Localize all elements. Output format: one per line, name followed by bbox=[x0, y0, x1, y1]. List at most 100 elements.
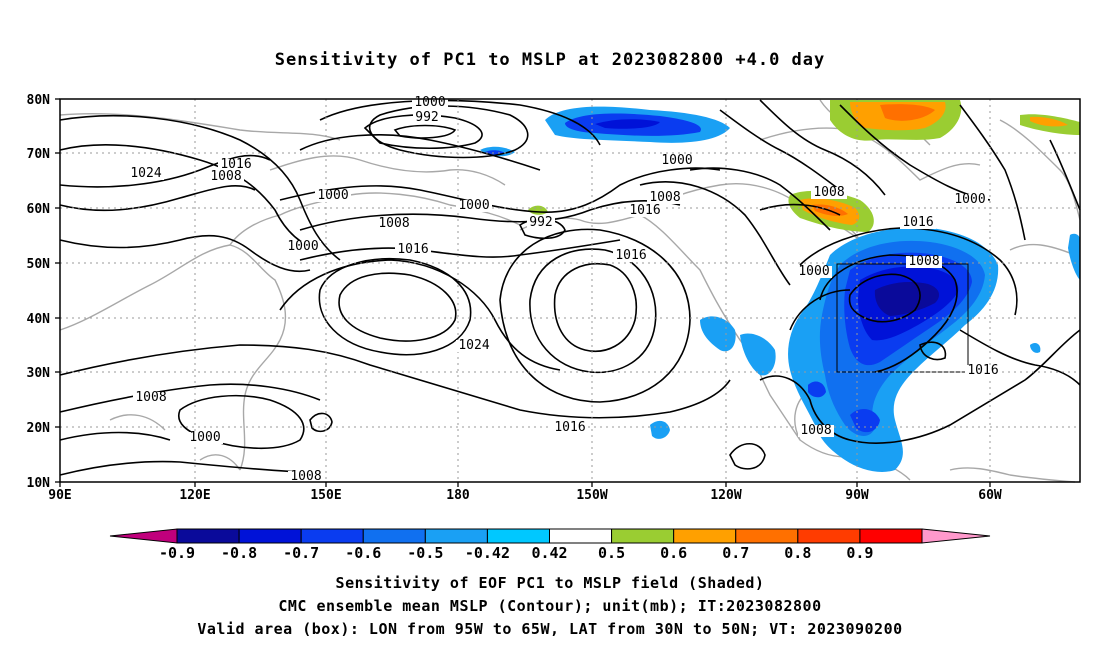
contour-label: 1000 bbox=[458, 198, 489, 213]
contour-label: 1016 bbox=[902, 215, 933, 230]
lat-label: 30N bbox=[27, 366, 51, 381]
contour-label: 1000 bbox=[954, 192, 985, 207]
colorbar-cell bbox=[176, 528, 240, 544]
colorbar-upper-extension bbox=[921, 528, 991, 544]
colorbar-lower-extension bbox=[109, 528, 178, 544]
contour-label: 1008 bbox=[290, 469, 321, 484]
contour-label-background bbox=[128, 168, 164, 180]
colorbar bbox=[109, 528, 991, 544]
contour-label: 1000 bbox=[189, 430, 220, 445]
sensitivity-shading bbox=[480, 100, 1080, 472]
contour-label-background bbox=[133, 392, 169, 404]
grid-lines bbox=[60, 99, 1080, 482]
contour-label-background bbox=[527, 217, 555, 229]
colorbar-label: 0.7 bbox=[722, 544, 749, 562]
colorbar-cell bbox=[611, 528, 675, 544]
contour-labels: 1000992102410161008100010001008100099210… bbox=[128, 95, 1001, 484]
contour-label-background bbox=[627, 205, 663, 217]
colorbar-label: 0.8 bbox=[784, 544, 811, 562]
colorbar-label: 0.6 bbox=[660, 544, 687, 562]
colorbar-label: -0.9 bbox=[159, 544, 195, 562]
colorbar-label: -0.8 bbox=[221, 544, 257, 562]
lat-label: 60N bbox=[27, 202, 51, 217]
contour-label: 1008 bbox=[813, 185, 844, 200]
contour-label-background bbox=[900, 217, 936, 229]
contour-label: 1008 bbox=[378, 216, 409, 231]
colorbar-cell bbox=[549, 528, 613, 544]
lat-label: 40N bbox=[27, 312, 51, 327]
contour-label: 1000 bbox=[798, 264, 829, 279]
colorbar-labels: -0.9 -0.8 -0.7 -0.6 -0.5 -0.42 0.42 0.5 0.6 0.7 0.… bbox=[159, 544, 874, 562]
contour-label-background bbox=[395, 244, 431, 256]
contour-label-background bbox=[315, 190, 351, 202]
lat-label: 50N bbox=[27, 257, 51, 272]
lat-label: 70N bbox=[27, 147, 51, 162]
longitude-labels: 90E 120E 150E 180 150W 120W 90W 60W bbox=[48, 488, 1002, 503]
map-frame bbox=[59, 98, 1081, 483]
colorbar-label: -0.42 bbox=[465, 544, 510, 562]
contour-label: 1016 bbox=[397, 242, 428, 257]
lon-label: 150E bbox=[310, 488, 341, 503]
contour-label: 1024 bbox=[130, 166, 161, 181]
lat-label: 10N bbox=[27, 476, 51, 491]
contour-label-background bbox=[798, 425, 834, 437]
contour-label-background bbox=[811, 187, 847, 199]
contour-label: 1008 bbox=[908, 254, 939, 269]
contour-label-background bbox=[906, 256, 942, 268]
contour-label-background bbox=[285, 241, 321, 253]
contour-label-background bbox=[796, 266, 832, 278]
axis-ticks bbox=[55, 98, 991, 487]
contour-label: 1000 bbox=[414, 95, 445, 110]
contour-label-background bbox=[218, 159, 254, 171]
contour-label: 1008 bbox=[800, 423, 831, 438]
lon-label: 120E bbox=[179, 488, 210, 503]
contour-label: 992 bbox=[415, 110, 438, 125]
contour-label-background bbox=[613, 250, 649, 262]
colorbar-cell bbox=[735, 528, 799, 544]
lon-label: 90E bbox=[48, 488, 71, 503]
contour-label-background bbox=[413, 112, 441, 124]
colorbar-cell bbox=[797, 528, 861, 544]
contour-label: 1016 bbox=[629, 203, 660, 218]
lat-label: 80N bbox=[27, 93, 51, 108]
contour-label-background bbox=[187, 432, 223, 444]
lon-label: 120W bbox=[710, 488, 741, 503]
latitude-labels: 80N 70N 60N 50N 40N 30N 20N 10N bbox=[27, 93, 51, 491]
lon-label: 150W bbox=[576, 488, 607, 503]
colorbar-cell bbox=[300, 528, 364, 544]
contour-label: 1008 bbox=[135, 390, 166, 405]
colorbar-cell bbox=[673, 528, 737, 544]
colorbar-cell bbox=[424, 528, 488, 544]
lat-label: 20N bbox=[27, 421, 51, 436]
mslp-contours bbox=[59, 99, 1081, 476]
contour-label-background bbox=[552, 422, 588, 434]
caption-line-3: Valid area (box): LON from 95W to 65W, L… bbox=[197, 620, 903, 638]
caption-line-1: Sensitivity of EOF PC1 to MSLP field (Sh… bbox=[335, 574, 765, 592]
colorbar-label: -0.6 bbox=[345, 544, 381, 562]
contour-label: 992 bbox=[529, 215, 552, 230]
colorbar-cell bbox=[362, 528, 426, 544]
contour-label: 1000 bbox=[317, 188, 348, 203]
lon-label: 90W bbox=[845, 488, 869, 503]
contour-label: 1008 bbox=[210, 169, 241, 184]
lon-label: 180 bbox=[446, 488, 470, 503]
contour-label: 1016 bbox=[220, 157, 251, 172]
contour-label-background bbox=[412, 97, 448, 109]
contour-label-background bbox=[208, 171, 244, 183]
colorbar-cell bbox=[859, 528, 923, 544]
contour-label: 1008 bbox=[649, 190, 680, 205]
contour-label-background bbox=[965, 365, 1001, 377]
contour-label-background bbox=[952, 194, 988, 206]
colorbar-label: 0.9 bbox=[846, 544, 873, 562]
contour-label-background bbox=[456, 340, 492, 352]
contour-label: 1000 bbox=[287, 239, 318, 254]
contour-label-background bbox=[376, 218, 412, 230]
lon-label: 60W bbox=[978, 488, 1002, 503]
caption-line-2: CMC ensemble mean MSLP (Contour); unit(m… bbox=[278, 597, 822, 615]
map-title: Sensitivity of PC1 to MSLP at 2023082800… bbox=[274, 50, 826, 70]
colorbar-label: -0.7 bbox=[283, 544, 319, 562]
contour-label-background bbox=[288, 471, 324, 483]
contour-label-background bbox=[647, 192, 683, 204]
colorbar-label: -0.5 bbox=[407, 544, 443, 562]
